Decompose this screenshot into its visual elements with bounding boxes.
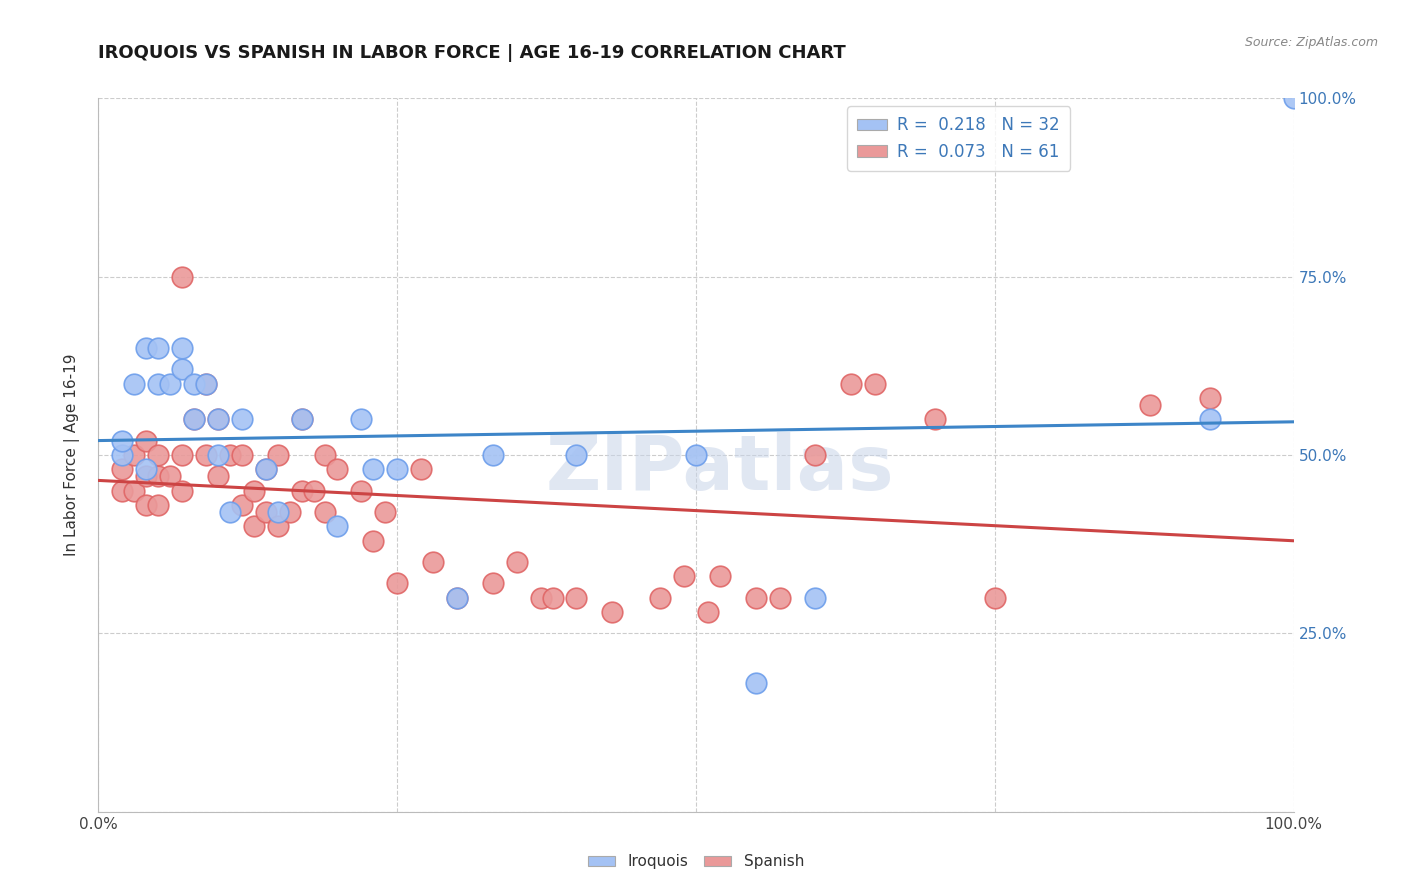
Spanish — [291, 483, 314, 498]
Spanish — [374, 505, 396, 519]
Spanish — [172, 483, 194, 498]
Iroquois — [685, 448, 707, 462]
Spanish — [709, 569, 731, 583]
Spanish — [315, 505, 337, 519]
Iroquois — [159, 376, 181, 391]
Spanish — [411, 462, 433, 476]
Iroquois — [148, 376, 170, 391]
Spanish — [148, 498, 170, 512]
Iroquois — [207, 412, 229, 426]
Spanish — [194, 376, 218, 391]
Iroquois — [148, 341, 170, 355]
Iroquois — [172, 341, 194, 355]
Iroquois — [111, 448, 134, 462]
Iroquois — [326, 519, 349, 533]
Spanish — [350, 483, 373, 498]
Spanish — [984, 591, 1007, 605]
Iroquois — [124, 376, 146, 391]
Iroquois — [1198, 412, 1220, 426]
Spanish — [148, 448, 170, 462]
Iroquois — [291, 412, 314, 426]
Spanish — [541, 591, 564, 605]
Spanish — [124, 448, 146, 462]
Iroquois — [183, 412, 205, 426]
Iroquois — [135, 341, 157, 355]
Iroquois — [804, 591, 827, 605]
Spanish — [697, 605, 720, 619]
Iroquois — [111, 434, 134, 448]
Spanish — [363, 533, 385, 548]
Spanish — [326, 462, 349, 476]
Spanish — [207, 412, 229, 426]
Spanish — [529, 591, 551, 605]
Iroquois — [207, 448, 229, 462]
Spanish — [565, 591, 588, 605]
Spanish — [243, 483, 266, 498]
Iroquois — [194, 376, 218, 391]
Spanish — [172, 448, 194, 462]
Spanish — [231, 498, 253, 512]
Spanish — [481, 576, 505, 591]
Iroquois — [135, 462, 157, 476]
Spanish — [602, 605, 624, 619]
Text: Source: ZipAtlas.com: Source: ZipAtlas.com — [1244, 36, 1378, 49]
Iroquois — [172, 362, 194, 376]
Iroquois — [481, 448, 505, 462]
Spanish — [243, 519, 266, 533]
Spanish — [124, 483, 146, 498]
Legend: Iroquois, Spanish: Iroquois, Spanish — [582, 848, 810, 875]
Iroquois — [385, 462, 409, 476]
Spanish — [863, 376, 887, 391]
Iroquois — [183, 376, 205, 391]
Spanish — [841, 376, 863, 391]
Spanish — [207, 469, 229, 483]
Spanish — [924, 412, 946, 426]
Iroquois — [565, 448, 588, 462]
Spanish — [111, 462, 134, 476]
Iroquois — [254, 462, 277, 476]
Iroquois — [231, 412, 253, 426]
Spanish — [673, 569, 696, 583]
Spanish — [267, 519, 290, 533]
Spanish — [291, 412, 314, 426]
Spanish — [254, 505, 277, 519]
Text: ZIPatlas: ZIPatlas — [546, 433, 894, 506]
Spanish — [302, 483, 325, 498]
Iroquois — [219, 505, 242, 519]
Spanish — [194, 448, 218, 462]
Text: IROQUOIS VS SPANISH IN LABOR FORCE | AGE 16-19 CORRELATION CHART: IROQUOIS VS SPANISH IN LABOR FORCE | AGE… — [98, 45, 846, 62]
Spanish — [135, 434, 157, 448]
Spanish — [506, 555, 529, 569]
Spanish — [135, 469, 157, 483]
Iroquois — [267, 505, 290, 519]
Spanish — [1198, 391, 1220, 405]
Spanish — [422, 555, 444, 569]
Iroquois — [745, 676, 768, 690]
Spanish — [446, 591, 468, 605]
Spanish — [267, 448, 290, 462]
Spanish — [183, 412, 205, 426]
Iroquois — [363, 462, 385, 476]
Spanish — [254, 462, 277, 476]
Iroquois — [350, 412, 373, 426]
Spanish — [172, 269, 194, 284]
Spanish — [315, 448, 337, 462]
Spanish — [111, 483, 134, 498]
Spanish — [135, 498, 157, 512]
Spanish — [745, 591, 768, 605]
Spanish — [804, 448, 827, 462]
Y-axis label: In Labor Force | Age 16-19: In Labor Force | Age 16-19 — [63, 353, 80, 557]
Spanish — [1139, 398, 1161, 412]
Spanish — [278, 505, 301, 519]
Spanish — [219, 448, 242, 462]
Spanish — [159, 469, 181, 483]
Spanish — [231, 448, 253, 462]
Spanish — [148, 469, 170, 483]
Spanish — [385, 576, 409, 591]
Spanish — [768, 591, 790, 605]
Iroquois — [1282, 91, 1305, 105]
Spanish — [648, 591, 672, 605]
Iroquois — [446, 591, 468, 605]
